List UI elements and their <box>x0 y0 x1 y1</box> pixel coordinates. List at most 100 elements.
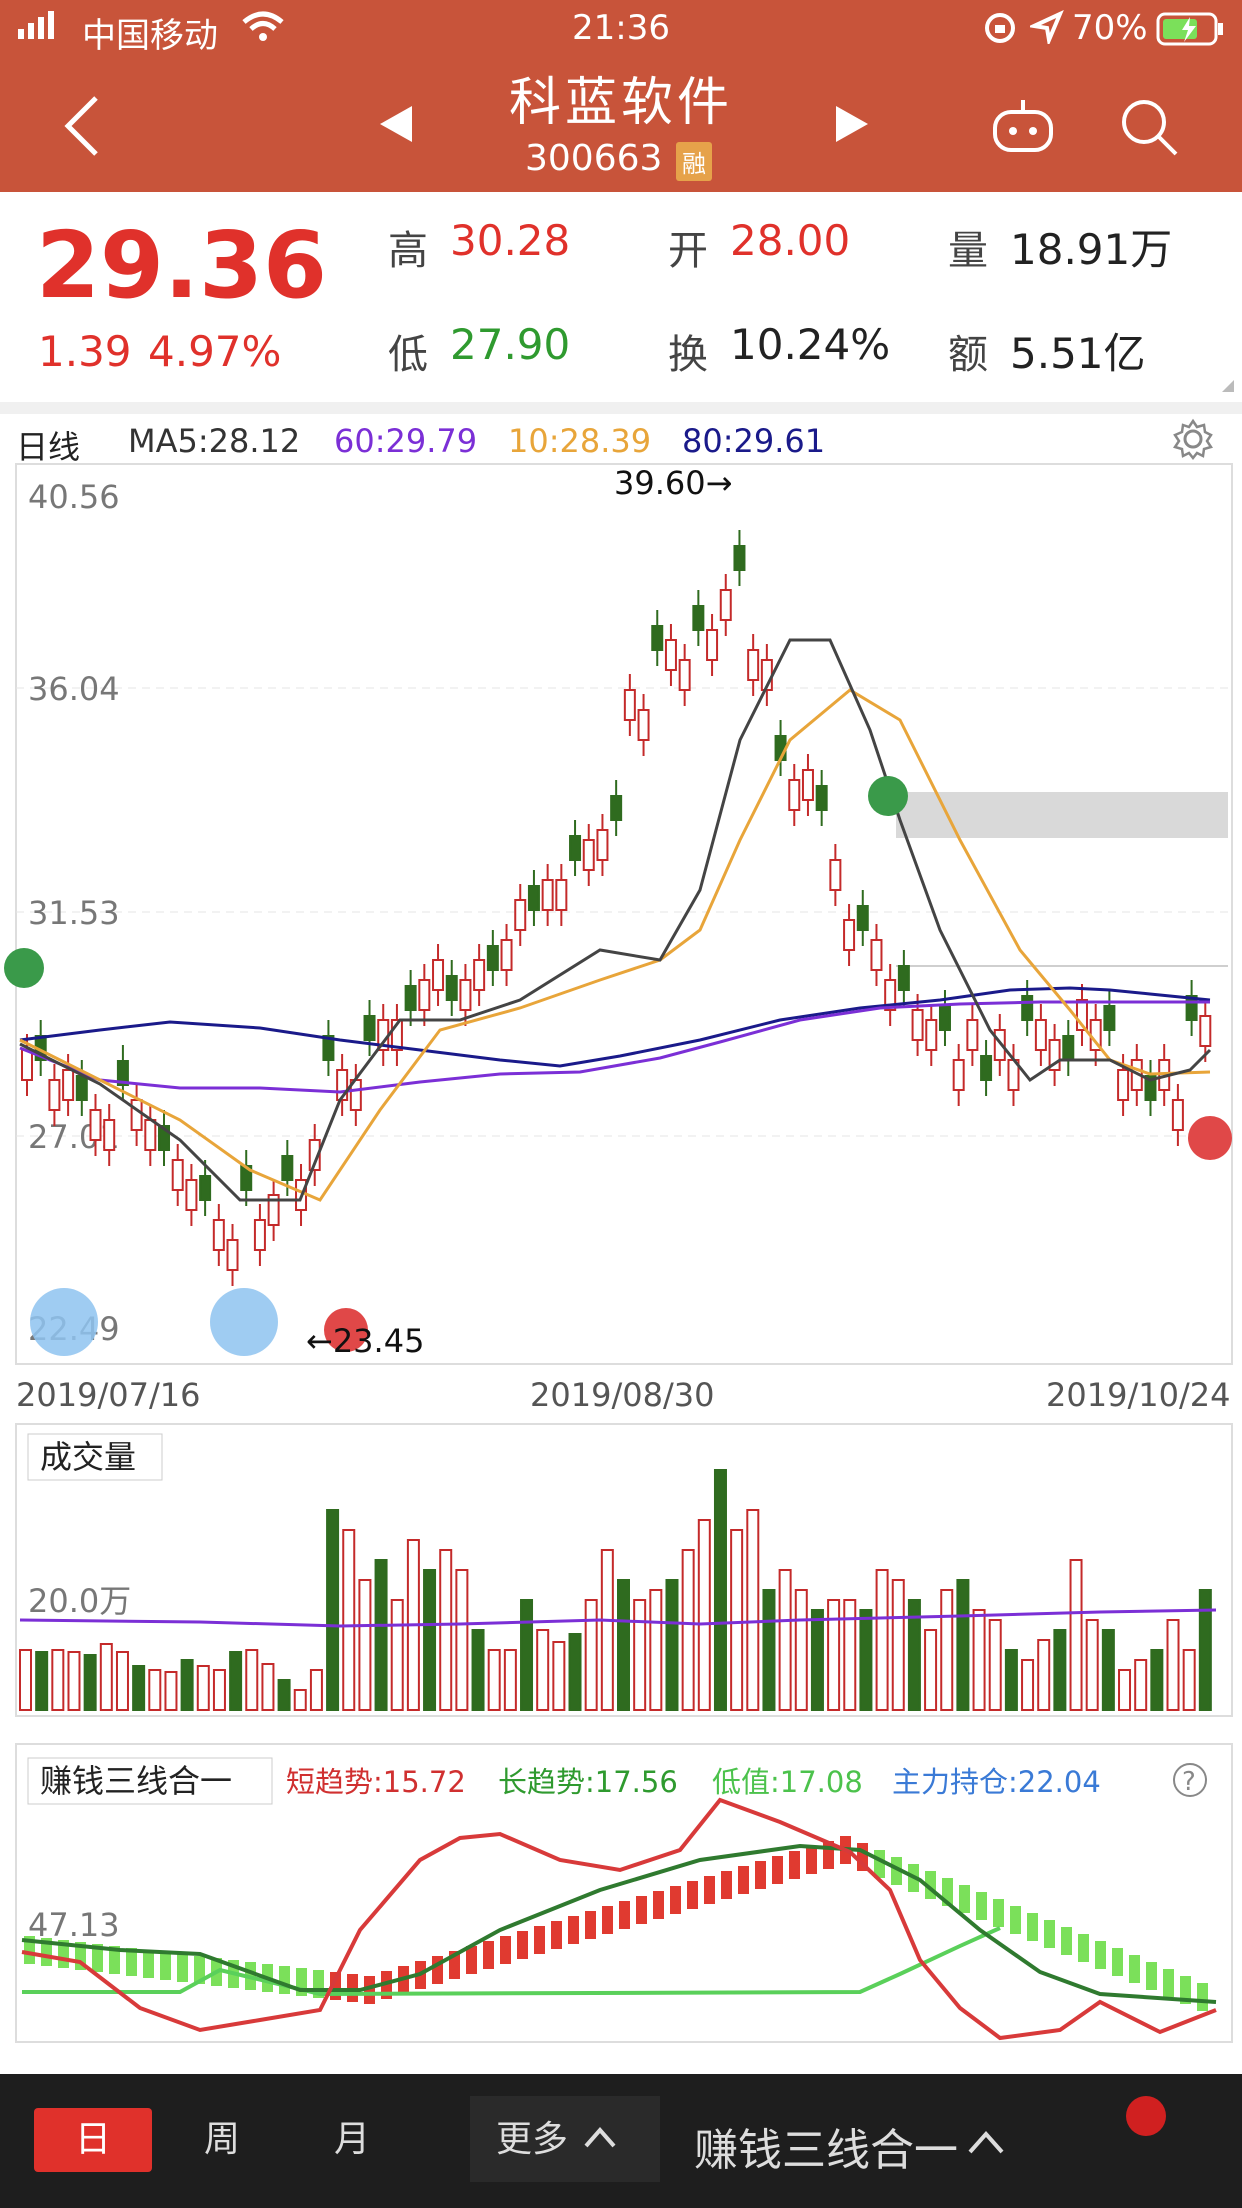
scroll-left-button[interactable] <box>30 1288 98 1356</box>
clock: 21:36 <box>572 8 670 48</box>
volume-bar <box>697 1519 711 1711</box>
tab-day[interactable]: 日 <box>34 2108 152 2172</box>
candle-body <box>623 689 636 721</box>
robot-button[interactable] <box>990 96 1056 160</box>
ma80-line <box>19 986 1211 1068</box>
volume-bar <box>972 1609 986 1711</box>
indicator-bar <box>789 1851 800 1879</box>
candle-body <box>363 1015 376 1041</box>
y-label: 36.04 <box>28 670 120 708</box>
indicator-bar <box>1044 1920 1055 1948</box>
turnover-label: 换 <box>668 332 708 378</box>
indicator-bar <box>874 1850 885 1878</box>
indicator-bar <box>313 1970 324 1998</box>
indicator-bar <box>296 1968 307 1996</box>
candle-body <box>637 709 650 741</box>
candle-body <box>1062 1035 1075 1061</box>
volume-bar <box>35 1651 49 1711</box>
candle-body <box>199 1175 212 1201</box>
tab-month[interactable]: 月 <box>334 2119 371 2160</box>
help-icon-glyph: ? <box>1182 1767 1196 1797</box>
back-button[interactable] <box>62 94 102 162</box>
indicator-bar <box>670 1886 681 1914</box>
wifi-icon <box>240 8 286 53</box>
prev-stock-button[interactable] <box>376 104 416 148</box>
candle-body <box>514 899 527 931</box>
ma60-value: 60:29.79 <box>334 422 478 460</box>
candle-body <box>1199 1015 1212 1047</box>
indicator-bar <box>619 1901 630 1929</box>
settings-gear-icon[interactable] <box>1172 418 1214 460</box>
candle-body <box>856 905 869 931</box>
candle-body <box>541 879 554 911</box>
indicator-selector[interactable]: 赚钱三线合一 <box>694 2125 958 2176</box>
candle-body <box>610 795 623 821</box>
search-icon <box>1122 100 1178 156</box>
next-stock-button[interactable] <box>832 104 872 148</box>
ma5-value: MA5:28.12 <box>128 422 301 460</box>
candle-body <box>432 959 445 991</box>
indicator-title-box[interactable] <box>27 1757 273 1805</box>
volume-ma-line <box>19 1608 1217 1628</box>
indicator-bar <box>1163 1969 1174 1997</box>
candle-body <box>89 1109 102 1141</box>
volume-bar <box>51 1649 65 1711</box>
fullscreen-button[interactable] <box>210 1288 278 1356</box>
volume-bar <box>794 1589 808 1711</box>
candle-body <box>966 1019 979 1051</box>
candle-body <box>1185 995 1198 1021</box>
chevron-up-icon[interactable] <box>966 2128 1006 2156</box>
volume-bar <box>1004 1649 1018 1711</box>
volume-bars <box>19 1469 1212 1711</box>
open-value: 28.00 <box>730 216 851 265</box>
kline-chart[interactable]: 40.56 36.04 31.53 27.01 22.49 39.60→ ←23… <box>0 460 1242 1370</box>
volume-chart[interactable]: 成交量 20.0万 <box>0 1420 1242 1720</box>
expand-corner-icon[interactable] <box>1220 378 1236 394</box>
chevron-up-icon[interactable] <box>582 2124 618 2150</box>
volume-title-box <box>27 1433 163 1481</box>
amount-value: 5.51亿 <box>1010 329 1146 378</box>
candle-body <box>500 939 513 971</box>
low-annotation: ←23.45 <box>306 1322 424 1360</box>
candle-body <box>815 785 828 811</box>
volume-bar <box>67 1651 81 1711</box>
candle-body <box>308 1139 321 1171</box>
volume-value: 18.91万 <box>1010 225 1173 274</box>
candle-body <box>212 1219 225 1251</box>
indicator-bar <box>432 1956 443 1984</box>
indicator-bar <box>160 1952 171 1980</box>
stock-code: 300663 <box>525 138 663 179</box>
margin-badge: 融 <box>676 142 712 181</box>
indicator-bar <box>449 1951 460 1979</box>
candle-body <box>1021 995 1034 1021</box>
candle-body <box>980 1055 993 1081</box>
help-icon[interactable] <box>1173 1763 1207 1797</box>
ma5-line <box>19 638 1212 1202</box>
low-value: 27.90 <box>450 320 571 369</box>
signal-markers <box>4 776 1232 1356</box>
indicator-chart[interactable]: 赚钱三线合一 短趋势:15.72 长趋势:17.56 低值:17.08 主力持仓… <box>0 1740 1242 2046</box>
candle-body <box>267 1194 280 1226</box>
indicator-bar <box>857 1843 868 1871</box>
candle-body <box>897 965 910 991</box>
indicator-bar <box>1010 1906 1021 1934</box>
tab-more[interactable]: 更多 <box>496 2119 569 2160</box>
volume-bar <box>342 1529 356 1711</box>
carrier-label: 中国移动 <box>82 16 218 56</box>
red-dot-icon[interactable] <box>1124 2094 1168 2140</box>
candle-body <box>692 605 705 631</box>
candle-body <box>1048 1039 1061 1071</box>
search-button[interactable] <box>1118 96 1182 160</box>
ma10-line <box>19 688 1211 1202</box>
volume-bar <box>83 1654 97 1711</box>
volume-bar <box>713 1469 727 1711</box>
candle-body <box>62 1069 75 1101</box>
volume-bar <box>390 1599 404 1711</box>
volume-bar <box>891 1579 905 1711</box>
candle-body <box>1034 1019 1047 1051</box>
indicator-bar <box>653 1891 664 1919</box>
period-label[interactable]: 日线 <box>16 428 81 466</box>
tab-week[interactable]: 周 <box>204 2119 241 2160</box>
volume-bar <box>633 1599 647 1711</box>
volume-bar <box>471 1629 485 1711</box>
